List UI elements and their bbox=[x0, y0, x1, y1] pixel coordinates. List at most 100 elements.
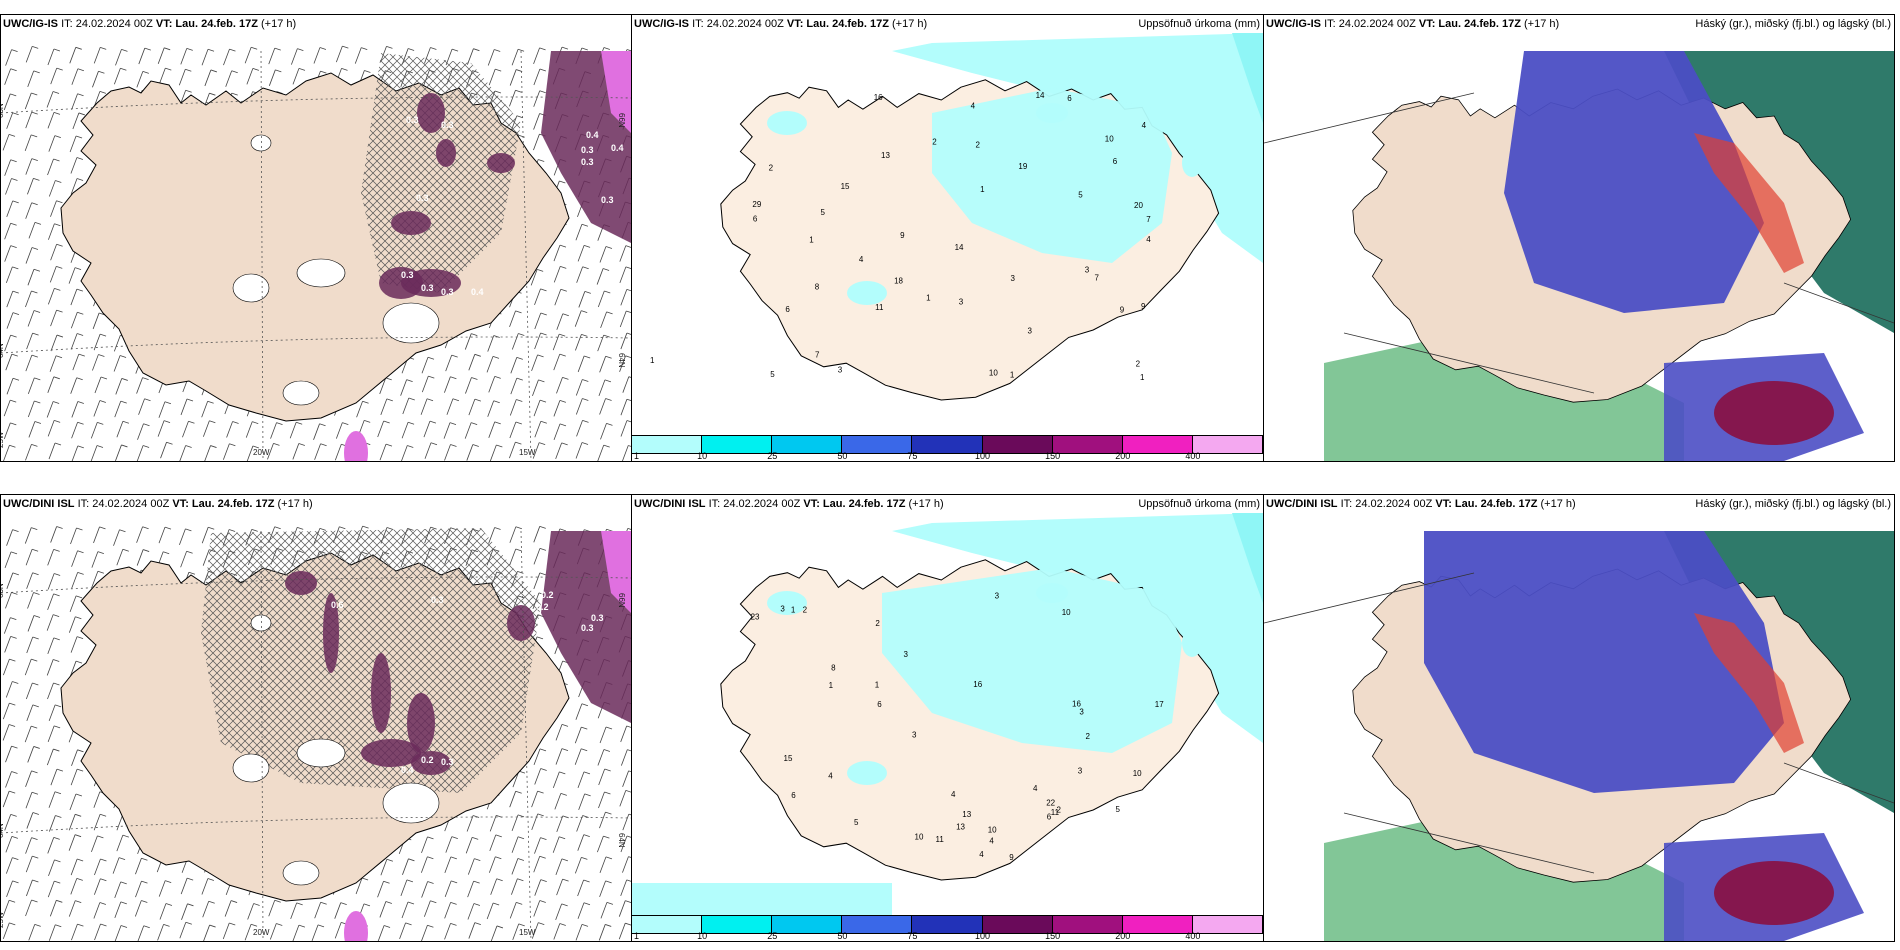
precip-offshore-edge bbox=[1232, 513, 1263, 603]
precip-label: 29 bbox=[752, 200, 761, 209]
colorbar-label: 100 bbox=[975, 931, 991, 941]
snow-label: 0.2 bbox=[536, 602, 549, 612]
snow-label: 0.3 bbox=[581, 623, 594, 633]
precip-patch bbox=[417, 93, 445, 133]
precip-label: 2 bbox=[932, 138, 937, 147]
precip-label: 9 bbox=[900, 231, 905, 240]
precip-label: 5 bbox=[770, 370, 775, 379]
colorbar-swatch bbox=[1122, 916, 1193, 933]
precip-label: 16 bbox=[1072, 700, 1081, 709]
precip-label: 3 bbox=[1078, 767, 1083, 776]
colorbar-label: 10 bbox=[697, 931, 708, 941]
colorbar-swatch bbox=[1052, 436, 1123, 453]
precip-label-edge: 1 bbox=[650, 356, 655, 365]
precip-label: 3 bbox=[959, 297, 964, 306]
lat-label-66n-right: 66N bbox=[617, 113, 626, 128]
snow-label: 0.3 bbox=[406, 115, 419, 125]
precip-patch bbox=[1036, 583, 1068, 603]
precip-label: 23 bbox=[751, 612, 760, 621]
model-name: UWC/IG-IS bbox=[634, 18, 689, 30]
colorbar-label: 200 bbox=[1115, 451, 1131, 461]
lead-time: (+17 h) bbox=[1540, 498, 1576, 510]
cloud-title: Háský (gr.), miðský (fj.bl.) og lágský (… bbox=[1695, 498, 1891, 510]
offshore-magenta bbox=[601, 531, 631, 613]
glacier bbox=[382, 782, 440, 824]
precip-label: 4 bbox=[1033, 784, 1038, 793]
precip-colorbar: 1 10 25 50 75 100 150 200 400 bbox=[632, 915, 1263, 941]
precip-label: 16 bbox=[973, 680, 982, 689]
cloud-overlap bbox=[1714, 861, 1834, 925]
valid-label: VT: bbox=[172, 498, 189, 510]
init-time: IT: 24.02.2024 00Z bbox=[61, 18, 153, 30]
lat-label-66n-right: 66N bbox=[617, 593, 626, 608]
glacier bbox=[232, 273, 270, 303]
colorbar-swatch bbox=[702, 916, 773, 933]
precip-label: 10 bbox=[988, 826, 997, 835]
precip-label: 8 bbox=[831, 663, 836, 672]
snow-label: 0.3 bbox=[591, 613, 604, 623]
colorbar-swatch bbox=[1052, 916, 1123, 933]
colorbar-swatch bbox=[1192, 916, 1263, 933]
precip-label: 6 bbox=[785, 305, 790, 314]
precip-patch bbox=[371, 653, 391, 733]
snow-label: 0.3 bbox=[431, 595, 444, 605]
init-time: IT: 24.02.2024 00Z bbox=[708, 498, 801, 510]
precip-label: 8 bbox=[815, 283, 820, 292]
precip-colorbar: 1 10 25 50 75 100 150 200 400 bbox=[632, 435, 1263, 461]
precip-label: 1 bbox=[980, 185, 985, 194]
precip-label: 13 bbox=[956, 823, 965, 832]
glacier bbox=[232, 753, 270, 783]
panel-header: UWC/IG-IS IT: 24.02.2024 00Z VT: Lau. 24… bbox=[632, 15, 1263, 33]
precip-label: 3 bbox=[995, 592, 1000, 601]
panel-header: UWC/IG-IS IT: 24.02.2024 00Z VT: Lau. 24… bbox=[1, 15, 631, 33]
valid-time: Lau. 24.feb. 17Z bbox=[1438, 18, 1521, 30]
valid-label: VT: bbox=[155, 18, 173, 30]
precip-patch bbox=[391, 211, 431, 235]
colorbar-label: 50 bbox=[837, 451, 848, 461]
valid-label: VT: bbox=[786, 18, 804, 30]
precip-label: 4 bbox=[859, 255, 864, 264]
wind-map: 66N 64N 25W 20W 15W 66N 64N 0.4 0.4 0.3 0.3 0.3 0.3 0… bbox=[1, 33, 631, 461]
precip-label: 16 bbox=[874, 93, 883, 102]
snow-label: 0.3 bbox=[441, 287, 454, 297]
glacier bbox=[250, 614, 272, 632]
lead-time: (+17 h) bbox=[277, 498, 313, 510]
precip-patch bbox=[323, 593, 339, 673]
precip-label: 9 bbox=[1120, 306, 1125, 315]
precip-label: 2 bbox=[769, 164, 774, 173]
snow-label: 0.3 bbox=[416, 193, 429, 203]
precip-label: 10 bbox=[915, 833, 924, 842]
colorbar-swatch bbox=[632, 436, 703, 453]
precip-land-cyan bbox=[932, 88, 1172, 263]
lon-label-25w: 25W bbox=[1, 911, 5, 928]
model-name: UWC/DINI ISL bbox=[1266, 498, 1338, 510]
precip-title: Uppsöfnuð úrkoma (mm) bbox=[1138, 18, 1260, 30]
precip-label: 7 bbox=[1095, 273, 1100, 282]
colorbar-swatch bbox=[632, 916, 703, 933]
snow-label: 0.4 bbox=[401, 765, 414, 775]
precip-label: 10 bbox=[1062, 608, 1071, 617]
init-time: IT: 24.02.2024 00Z bbox=[692, 18, 784, 30]
cloud-band bbox=[1694, 613, 1804, 753]
precip-label: 6 bbox=[1067, 94, 1072, 103]
precip-label: 4 bbox=[971, 102, 976, 111]
panel-precip-row2: UWC/DINI ISL IT: 24.02.2024 00Z VT: Lau.… bbox=[631, 494, 1264, 942]
precip-label: 1 bbox=[1140, 373, 1145, 382]
cloud-high bbox=[1504, 51, 1764, 313]
snow-label: 0.6 bbox=[331, 600, 344, 610]
snow-label: 0.4 bbox=[471, 287, 484, 297]
panel-cloud-row2: UWC/DINI ISL IT: 24.02.2024 00Z VT: Lau.… bbox=[1263, 494, 1895, 942]
precip-label: 3 bbox=[1079, 708, 1084, 717]
init-time: IT: 24.02.2024 00Z bbox=[77, 498, 170, 510]
precip-label: 1 bbox=[875, 680, 880, 689]
lead-time: (+17 h) bbox=[261, 18, 297, 30]
cloud-band bbox=[1694, 133, 1804, 273]
glacier bbox=[382, 302, 440, 344]
precip-label: 4 bbox=[828, 772, 833, 781]
precip-label: 6 bbox=[1113, 157, 1118, 166]
precip-patch bbox=[487, 153, 515, 173]
snow-label: 0.3 bbox=[401, 270, 414, 280]
colorbar-label: 400 bbox=[1185, 451, 1201, 461]
lat-label-64n-right: 64N bbox=[617, 833, 626, 848]
